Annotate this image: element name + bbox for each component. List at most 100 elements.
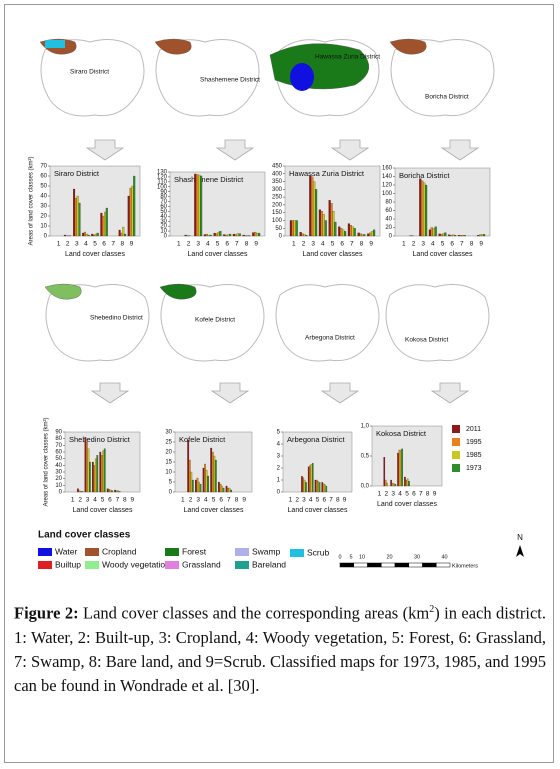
bar — [120, 232, 123, 237]
bar — [77, 488, 79, 493]
down-arrow — [85, 139, 125, 161]
bar — [309, 465, 311, 493]
bar — [340, 228, 343, 237]
y-tick-label: 0,0 — [361, 484, 370, 490]
bar — [421, 180, 424, 237]
bar — [408, 481, 410, 487]
bar — [234, 234, 237, 237]
y-tick-label: 30 — [40, 204, 47, 210]
x-tick-label: 2 — [385, 491, 389, 498]
bar — [406, 478, 409, 487]
bar — [309, 175, 312, 237]
bar — [117, 490, 119, 493]
bar — [311, 463, 314, 493]
y-tick-label: 10 — [165, 470, 172, 476]
bar — [200, 175, 203, 237]
legend-swatch — [165, 561, 179, 569]
y-tick-label: 60 — [55, 450, 62, 456]
y-tick-label: 80 — [55, 436, 62, 442]
y-tick-label: 10 — [40, 224, 47, 230]
y-tick-label: 100 — [272, 218, 283, 224]
bar — [104, 211, 107, 237]
bar — [293, 220, 296, 237]
x-axis-label: Land cover classes — [65, 251, 125, 258]
bar — [84, 437, 87, 493]
bar — [357, 232, 360, 237]
bar — [187, 439, 190, 493]
bar — [459, 235, 462, 237]
scale-segment — [367, 562, 382, 568]
map-label: Hawassa Zuria District — [315, 54, 380, 61]
map-label: Shebedino District — [90, 315, 143, 322]
bar — [302, 477, 305, 493]
bar — [303, 479, 306, 493]
x-tick-label: 1 — [289, 497, 293, 504]
x-tick-label: 9 — [369, 241, 373, 248]
scale-segment — [394, 562, 409, 568]
y-tick-label: 10 — [55, 483, 62, 489]
caption-label: Figure 2: — [14, 603, 79, 623]
bar — [191, 479, 194, 493]
y-tick-label: 80 — [385, 200, 392, 206]
down-arrow — [430, 382, 470, 404]
scale-segment — [436, 562, 451, 568]
x-tick-label: 6 — [450, 241, 454, 248]
y-tick-label: 110 — [157, 179, 167, 185]
bar — [91, 233, 94, 237]
bar — [310, 464, 313, 493]
x-tick-label: 7 — [227, 497, 231, 504]
x-tick-label: 5 — [93, 241, 97, 248]
y-tick-label: 5 — [277, 430, 281, 436]
x-tick-label: 4 — [206, 241, 210, 248]
bar — [314, 479, 317, 493]
x-tick-label: 5 — [216, 241, 220, 248]
x-tick-label: 2 — [187, 241, 191, 248]
scale-label: 30 — [414, 554, 420, 560]
bar — [363, 234, 366, 237]
x-tick-label: 2 — [302, 241, 306, 248]
bar — [393, 483, 395, 487]
y-tick-label: 0,5 — [361, 454, 370, 460]
y-tick-label: 400 — [272, 171, 283, 177]
y-tick-label: 350 — [272, 179, 283, 185]
district-outline — [40, 39, 145, 117]
bar — [349, 225, 352, 237]
chart-title: Siraro District — [54, 169, 100, 178]
x-tick-label: 3 — [86, 497, 90, 504]
bar — [127, 195, 130, 237]
y-tick-label: 450 — [272, 164, 283, 170]
scale-label: 0 — [338, 554, 341, 560]
legend-label: Woody vegetation — [102, 559, 170, 569]
bar — [390, 479, 392, 487]
bar — [225, 234, 228, 237]
y-tick-label: 3 — [277, 454, 281, 460]
x-tick-label: 3 — [311, 241, 315, 248]
bar — [80, 491, 82, 493]
bar — [108, 489, 111, 493]
bar — [316, 479, 318, 493]
bar — [351, 226, 354, 237]
x-tick-label: 4 — [204, 497, 208, 504]
legend-label: 1985 — [466, 452, 482, 459]
bar — [324, 484, 326, 493]
x-tick-label: 1 — [292, 241, 296, 248]
x-tick-label: 8 — [470, 241, 474, 248]
chart-title: Shashemene District — [174, 175, 244, 184]
x-tick-label: 6 — [412, 491, 416, 498]
bar — [129, 187, 132, 237]
down-arrow — [215, 139, 255, 161]
x-tick-label: 6 — [219, 497, 223, 504]
x-tick-label: 5 — [212, 497, 216, 504]
bar — [444, 232, 447, 237]
bar — [65, 235, 68, 237]
bar — [367, 233, 370, 237]
x-tick-label: 8 — [360, 241, 364, 248]
bar — [207, 234, 210, 237]
y-tick-label: 25 — [165, 440, 172, 446]
bar — [359, 233, 362, 237]
bar — [423, 182, 426, 237]
x-axis-label: Land cover classes — [303, 251, 363, 258]
legend-swatch — [85, 561, 99, 569]
plot-area — [169, 171, 266, 237]
y-tick-label: 0 — [164, 234, 168, 240]
